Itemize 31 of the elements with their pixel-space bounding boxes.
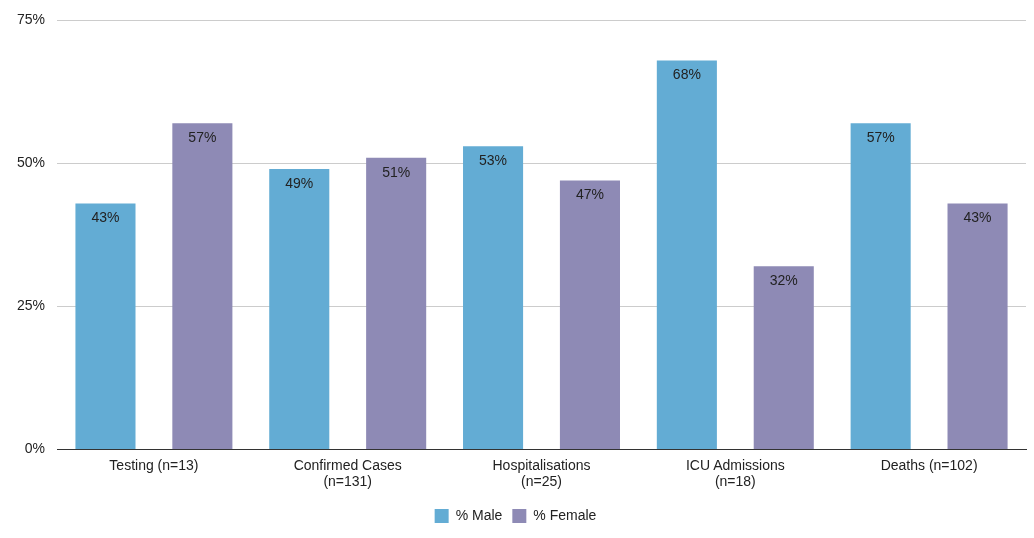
bar xyxy=(753,266,814,449)
bar xyxy=(463,146,524,449)
data-label: 43% xyxy=(963,209,992,226)
data-label: 57% xyxy=(866,129,895,146)
legend-label: % Female xyxy=(533,506,597,523)
bar xyxy=(656,60,717,449)
data-label: 47% xyxy=(575,186,604,203)
bar xyxy=(75,203,136,449)
x-tick-label: ICU Admissions (n=18) xyxy=(685,456,785,490)
y-tick-label: 0% xyxy=(24,440,46,457)
y-tick-label: 75% xyxy=(16,11,46,28)
data-label: 68% xyxy=(672,66,701,83)
y-tick-label: 25% xyxy=(16,297,46,314)
data-label: 57% xyxy=(188,129,217,146)
bar xyxy=(559,180,620,449)
y-tick-label: 50% xyxy=(16,154,46,171)
bar xyxy=(269,169,330,449)
bar xyxy=(366,157,427,449)
x-tick-label: Testing (n=13) xyxy=(109,456,199,473)
legend-label: % Male xyxy=(455,506,503,523)
bar xyxy=(850,123,911,449)
data-label: 53% xyxy=(479,152,508,169)
data-label: 32% xyxy=(769,272,798,289)
x-tick-label: Confirmed Cases (n=131) xyxy=(293,456,402,490)
data-label: 43% xyxy=(91,209,120,226)
data-label: 49% xyxy=(285,174,314,191)
x-tick-label: Hospitalisations (n=25) xyxy=(492,456,591,490)
data-label: 51% xyxy=(382,163,411,180)
x-tick-label: Deaths (n=102) xyxy=(880,456,978,473)
bar xyxy=(172,123,233,449)
bar xyxy=(947,203,1008,449)
